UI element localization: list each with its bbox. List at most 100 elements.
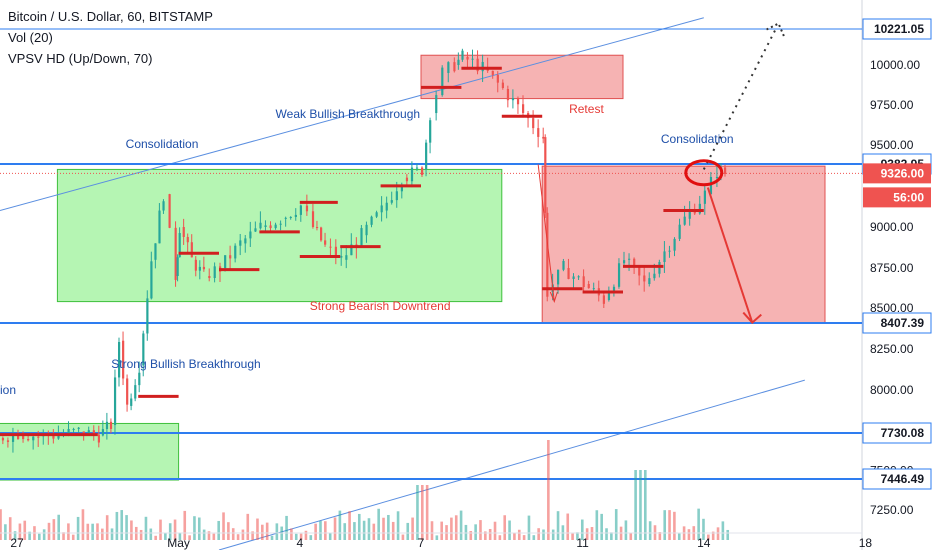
volume-bar: [430, 521, 434, 540]
candle-body: [6, 440, 10, 442]
price-label-text: 10221.05: [874, 22, 924, 36]
candle-body: [345, 255, 348, 260]
volume-bar: [551, 529, 555, 540]
candle-body: [138, 372, 141, 386]
candle-body: [162, 201, 165, 211]
candle-body: [709, 176, 713, 195]
candle-body: [126, 378, 129, 405]
price-label-box: [862, 422, 932, 444]
x-tick-label: 18: [859, 536, 873, 550]
candle-body: [320, 227, 323, 241]
volume-bar: [517, 529, 521, 540]
volume-bar: [144, 516, 148, 540]
annotations: Weak Bullish Breakthrough Consolidation Re…: [0, 22, 786, 397]
zone-consolidation: [56, 168, 503, 303]
candle-body: [324, 240, 327, 245]
volume-bar: [23, 520, 27, 540]
price-label-text: 7730.08: [881, 426, 925, 440]
price-label-box: [862, 468, 932, 490]
volume-bar: [125, 515, 128, 540]
candle-body: [274, 224, 277, 229]
volume-bar: [425, 485, 429, 540]
volume-bar: [421, 485, 424, 540]
volume-bar: [91, 523, 94, 540]
x-tick-label: 11: [576, 536, 589, 550]
projection-head: [766, 22, 786, 38]
candle-body: [567, 268, 570, 279]
volume-bar: [188, 535, 191, 540]
candle-body: [471, 58, 474, 60]
candle-body: [562, 260, 565, 270]
volume-bar: [348, 511, 351, 540]
volume-bar: [513, 533, 516, 540]
candle-body: [194, 259, 197, 271]
volume-bar: [120, 510, 124, 540]
volume-bar: [474, 524, 477, 540]
candle-body: [516, 97, 520, 105]
volume-bar: [38, 533, 41, 540]
legend-vpsv[interactable]: VPSV HD (Up/Down, 70): [8, 51, 153, 66]
volume-bar: [178, 532, 182, 540]
candle-body: [57, 435, 60, 439]
volume-bar: [246, 513, 250, 540]
candle-body: [602, 295, 605, 304]
candle-body: [77, 427, 80, 429]
volume-bar: [285, 515, 288, 540]
candle-body: [557, 269, 560, 285]
candle-body: [587, 284, 590, 289]
candle-body: [315, 227, 319, 228]
candle-body: [190, 242, 193, 258]
y-tick-label: 8250.00: [870, 342, 914, 356]
volume-bar: [454, 515, 458, 540]
volume-bar: [629, 532, 633, 540]
price-series: [1, 48, 727, 453]
volume-bar: [469, 531, 473, 540]
volume-bar: [614, 509, 618, 540]
candle-body: [425, 142, 428, 170]
volume-bar: [435, 535, 439, 540]
y-tick-label: 8750.00: [870, 261, 914, 275]
annotation-text: Consolidation: [661, 132, 734, 146]
candle-body: [537, 128, 540, 137]
candle-body: [476, 58, 479, 72]
candle-body: [134, 385, 137, 399]
volume-bar: [391, 521, 395, 540]
volume-bar: [236, 534, 240, 540]
volume-bar: [164, 533, 167, 540]
candle-body: [239, 240, 242, 246]
volume-bar: [464, 524, 468, 540]
candle-body: [142, 333, 145, 366]
price-label-box: [862, 18, 932, 40]
volume-bar: [673, 511, 676, 540]
candle-body: [158, 210, 161, 244]
volume-bar: [668, 510, 671, 540]
volume-bar: [222, 512, 225, 540]
legend-volume[interactable]: Vol (20): [8, 30, 53, 45]
volume-bar: [81, 509, 85, 540]
volume-bar: [13, 531, 17, 540]
candle-body: [299, 205, 302, 215]
drop-arrow-line: [537, 164, 555, 302]
volume-bar: [8, 517, 12, 540]
volume-bar: [566, 513, 570, 540]
volume-bar: [687, 529, 691, 540]
candle-body: [572, 276, 575, 279]
volume-bar: [130, 520, 133, 540]
candle-body: [284, 217, 287, 219]
volume-bar: [319, 520, 322, 540]
candle-body: [663, 251, 666, 263]
volume-bar: [450, 517, 453, 540]
candle-body: [638, 265, 641, 276]
volume-bar: [707, 534, 710, 540]
volume-bars: [0, 440, 730, 540]
candle-body: [643, 275, 646, 282]
candle-body: [186, 236, 189, 243]
candle-body: [466, 56, 469, 60]
candle-body: [329, 246, 332, 248]
candle-body: [294, 214, 297, 217]
legend-symbol[interactable]: Bitcoin / U.S. Dollar, 60, BITSTAMP: [8, 9, 213, 24]
down-arrow-head: [742, 311, 762, 324]
candle-body: [122, 340, 125, 379]
volume-bar: [605, 528, 608, 540]
